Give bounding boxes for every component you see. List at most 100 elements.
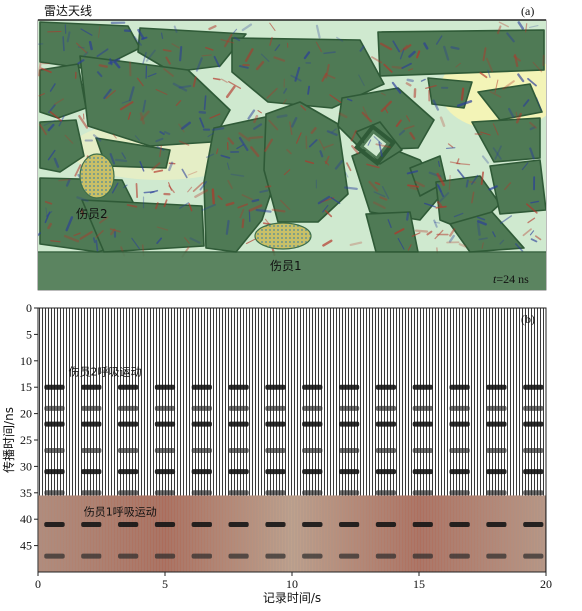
- interference-stroke: [156, 237, 163, 245]
- interference-stroke: [460, 87, 465, 101]
- reflection-mark: [302, 469, 323, 475]
- interference-stroke: [65, 178, 71, 187]
- interference-stroke: [329, 94, 342, 104]
- interference-stroke: [408, 68, 414, 71]
- interference-stroke: [209, 113, 221, 119]
- interference-stroke: [188, 202, 193, 212]
- interference-stroke: [528, 25, 539, 29]
- interference-stroke: [257, 109, 262, 114]
- interference-stroke: [47, 149, 56, 161]
- interference-stroke: [322, 204, 329, 213]
- reflection-mark: [191, 405, 212, 411]
- interference-stroke: [499, 239, 505, 245]
- interference-stroke: [109, 153, 116, 165]
- reflection-mark: [302, 553, 323, 559]
- interference-stroke: [155, 137, 164, 143]
- interference-stroke: [232, 28, 238, 34]
- interference-stroke: [65, 216, 74, 232]
- reflection-mark: [302, 448, 323, 454]
- interference-stroke: [111, 182, 119, 194]
- interference-stroke: [283, 88, 288, 94]
- interference-stroke: [269, 22, 276, 31]
- interference-stroke: [264, 218, 271, 226]
- interference-stroke: [95, 230, 104, 238]
- interference-stroke: [80, 209, 84, 216]
- interference-stroke: [96, 48, 109, 58]
- interference-stroke: [372, 201, 386, 209]
- interference-stroke: [238, 65, 249, 69]
- interference-stroke: [40, 67, 52, 74]
- interference-stroke: [80, 28, 93, 36]
- interference-stroke: [315, 41, 322, 53]
- interference-stroke: [457, 169, 465, 179]
- interference-stroke: [133, 36, 142, 46]
- reflection-mark: [486, 448, 507, 454]
- interference-stroke: [246, 238, 256, 245]
- interference-stroke: [207, 132, 215, 138]
- reflection-mark: [412, 448, 433, 454]
- interference-stroke: [529, 147, 535, 160]
- interference-stroke: [238, 136, 249, 152]
- interference-stroke: [336, 36, 344, 42]
- annotation-wounded-1-breathing: 伤员1呼吸运动: [84, 505, 157, 518]
- reflection-mark: [81, 405, 102, 411]
- interference-stroke: [251, 198, 260, 203]
- interference-stroke: [502, 80, 515, 90]
- interference-stroke: [395, 119, 402, 127]
- interference-stroke: [392, 40, 401, 53]
- reflection-mark: [523, 521, 544, 527]
- interference-stroke: [406, 170, 419, 175]
- interference-stroke: [450, 46, 460, 50]
- interference-stroke: [367, 139, 372, 146]
- interference-stroke: [526, 203, 538, 214]
- interference-stroke: [500, 215, 512, 224]
- interference-stroke: [443, 45, 450, 61]
- interference-stroke: [268, 119, 279, 131]
- y-tick-label: 5: [26, 327, 32, 341]
- interference-stroke: [346, 98, 353, 102]
- interference-stroke: [408, 50, 416, 58]
- interference-stroke: [153, 169, 164, 173]
- interference-stroke: [97, 26, 101, 38]
- interference-stroke: [192, 76, 197, 88]
- interference-stroke: [203, 95, 207, 111]
- interference-stroke: [492, 123, 499, 136]
- interference-stroke: [187, 171, 198, 176]
- interference-stroke: [407, 244, 412, 251]
- interference-stroke: [178, 84, 192, 89]
- reflection-mark: [302, 405, 323, 411]
- interference-stroke: [137, 28, 145, 40]
- reflection-mark: [228, 405, 249, 411]
- interference-stroke: [163, 199, 168, 208]
- interference-stroke: [439, 116, 446, 128]
- radar-antenna-label: 雷达天线: [44, 4, 92, 18]
- interference-stroke: [477, 216, 486, 221]
- interference-stroke: [173, 25, 178, 33]
- reflection-mark: [523, 553, 544, 559]
- annotation-wounded-2-breathing: 伤员2呼吸运动: [68, 365, 141, 378]
- interference-stroke: [253, 114, 259, 124]
- reflection-mark: [44, 521, 65, 527]
- interference-stroke: [535, 235, 542, 241]
- x-tick-label: 5: [162, 577, 168, 591]
- interference-stroke: [199, 180, 207, 191]
- interference-stroke: [489, 90, 502, 98]
- interference-stroke: [529, 121, 537, 129]
- interference-stroke: [361, 111, 373, 123]
- interference-stroke: [79, 230, 93, 240]
- reflection-mark: [302, 490, 323, 496]
- reflection-mark: [265, 490, 286, 496]
- interference-stroke: [247, 109, 256, 120]
- interference-stroke: [156, 226, 169, 231]
- interference-stroke: [253, 123, 263, 130]
- interference-stroke: [455, 62, 461, 68]
- reflection-mark: [265, 384, 286, 390]
- interference-stroke: [435, 205, 447, 209]
- interference-stroke: [192, 182, 204, 192]
- y-tick-label: 30: [20, 459, 32, 473]
- interference-stroke: [187, 186, 193, 193]
- interference-stroke: [108, 58, 121, 65]
- reflection-mark: [302, 421, 323, 427]
- interference-stroke: [331, 128, 337, 133]
- reflection-mark: [154, 490, 176, 496]
